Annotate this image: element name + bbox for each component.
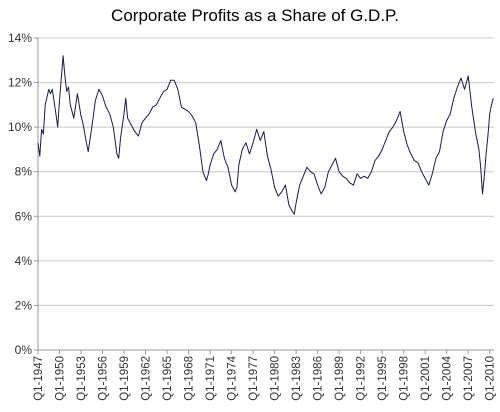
x-tick-label: Q1-1980 bbox=[270, 356, 282, 401]
gridlines bbox=[38, 37, 494, 306]
x-tick-label: Q1-1983 bbox=[291, 356, 303, 401]
x-tick-label: Q1-1992 bbox=[356, 356, 368, 401]
x-tick-label: Q1-1962 bbox=[141, 356, 153, 401]
x-tick-label: Q1-1947 bbox=[33, 356, 45, 401]
x-tick-label: Q1-1995 bbox=[377, 356, 389, 401]
y-axis-ticks: 0% 2% 4% 6% 8% 10% 12% 14% bbox=[8, 31, 38, 357]
series-line bbox=[37, 55, 494, 215]
x-tick-label: Q1-2004 bbox=[442, 355, 454, 400]
x-tick-label: Q1-1989 bbox=[334, 356, 346, 401]
x-tick-label: Q1-1971 bbox=[205, 356, 217, 401]
x-tick-label: Q1-1968 bbox=[184, 356, 196, 401]
x-tick-label: Q1-2007 bbox=[463, 356, 475, 401]
x-tick-label: Q1-1953 bbox=[76, 356, 88, 401]
x-tick-label: Q1-1977 bbox=[248, 356, 260, 401]
axes bbox=[37, 38, 494, 351]
y-tick-label: 12% bbox=[8, 76, 32, 90]
y-tick-label: 10% bbox=[8, 120, 32, 134]
y-tick-label: 14% bbox=[8, 31, 32, 45]
x-tick-label: Q1-1950 bbox=[55, 356, 67, 401]
y-tick-label: 4% bbox=[15, 254, 33, 268]
x-tick-label: Q1-1956 bbox=[98, 356, 110, 401]
x-tick-label: Q1-1998 bbox=[399, 356, 411, 401]
x-tick-label: Q1-1986 bbox=[313, 356, 325, 401]
x-tick-label: Q1-1965 bbox=[162, 356, 174, 401]
x-tick-label: Q1-2001 bbox=[420, 356, 432, 401]
x-axis-ticks: Q1-1947 Q1-1950 Q1-1953 Q1-1956 Q1-1959 Q1-19… bbox=[33, 350, 497, 401]
x-tick-label: Q1-1974 bbox=[227, 355, 239, 400]
y-tick-label: 2% bbox=[15, 298, 33, 312]
y-tick-label: 0% bbox=[15, 343, 33, 357]
y-tick-label: 8% bbox=[15, 165, 33, 179]
x-tick-label: Q1-1959 bbox=[119, 356, 131, 401]
chart-title: Corporate Profits as a Share of G.D.P. bbox=[111, 6, 399, 25]
y-tick-label: 6% bbox=[15, 209, 33, 223]
x-tick-label: Q1-2010 bbox=[485, 356, 497, 401]
series-area bbox=[37, 55, 494, 215]
